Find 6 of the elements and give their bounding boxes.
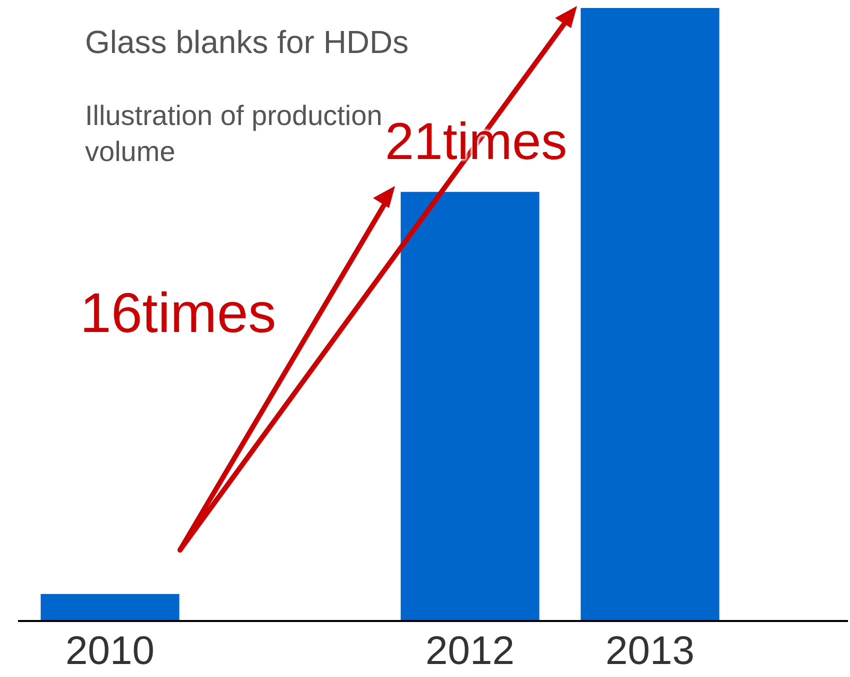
x-tick-label: 2013 <box>606 629 694 674</box>
x-tick-label: 2012 <box>426 629 514 674</box>
text: Glass blanks for HDDs <box>85 24 409 61</box>
annotation: 16times <box>80 280 276 345</box>
text: Illustration of production volume <box>85 100 382 167</box>
x-tick-label: 2010 <box>66 629 154 674</box>
